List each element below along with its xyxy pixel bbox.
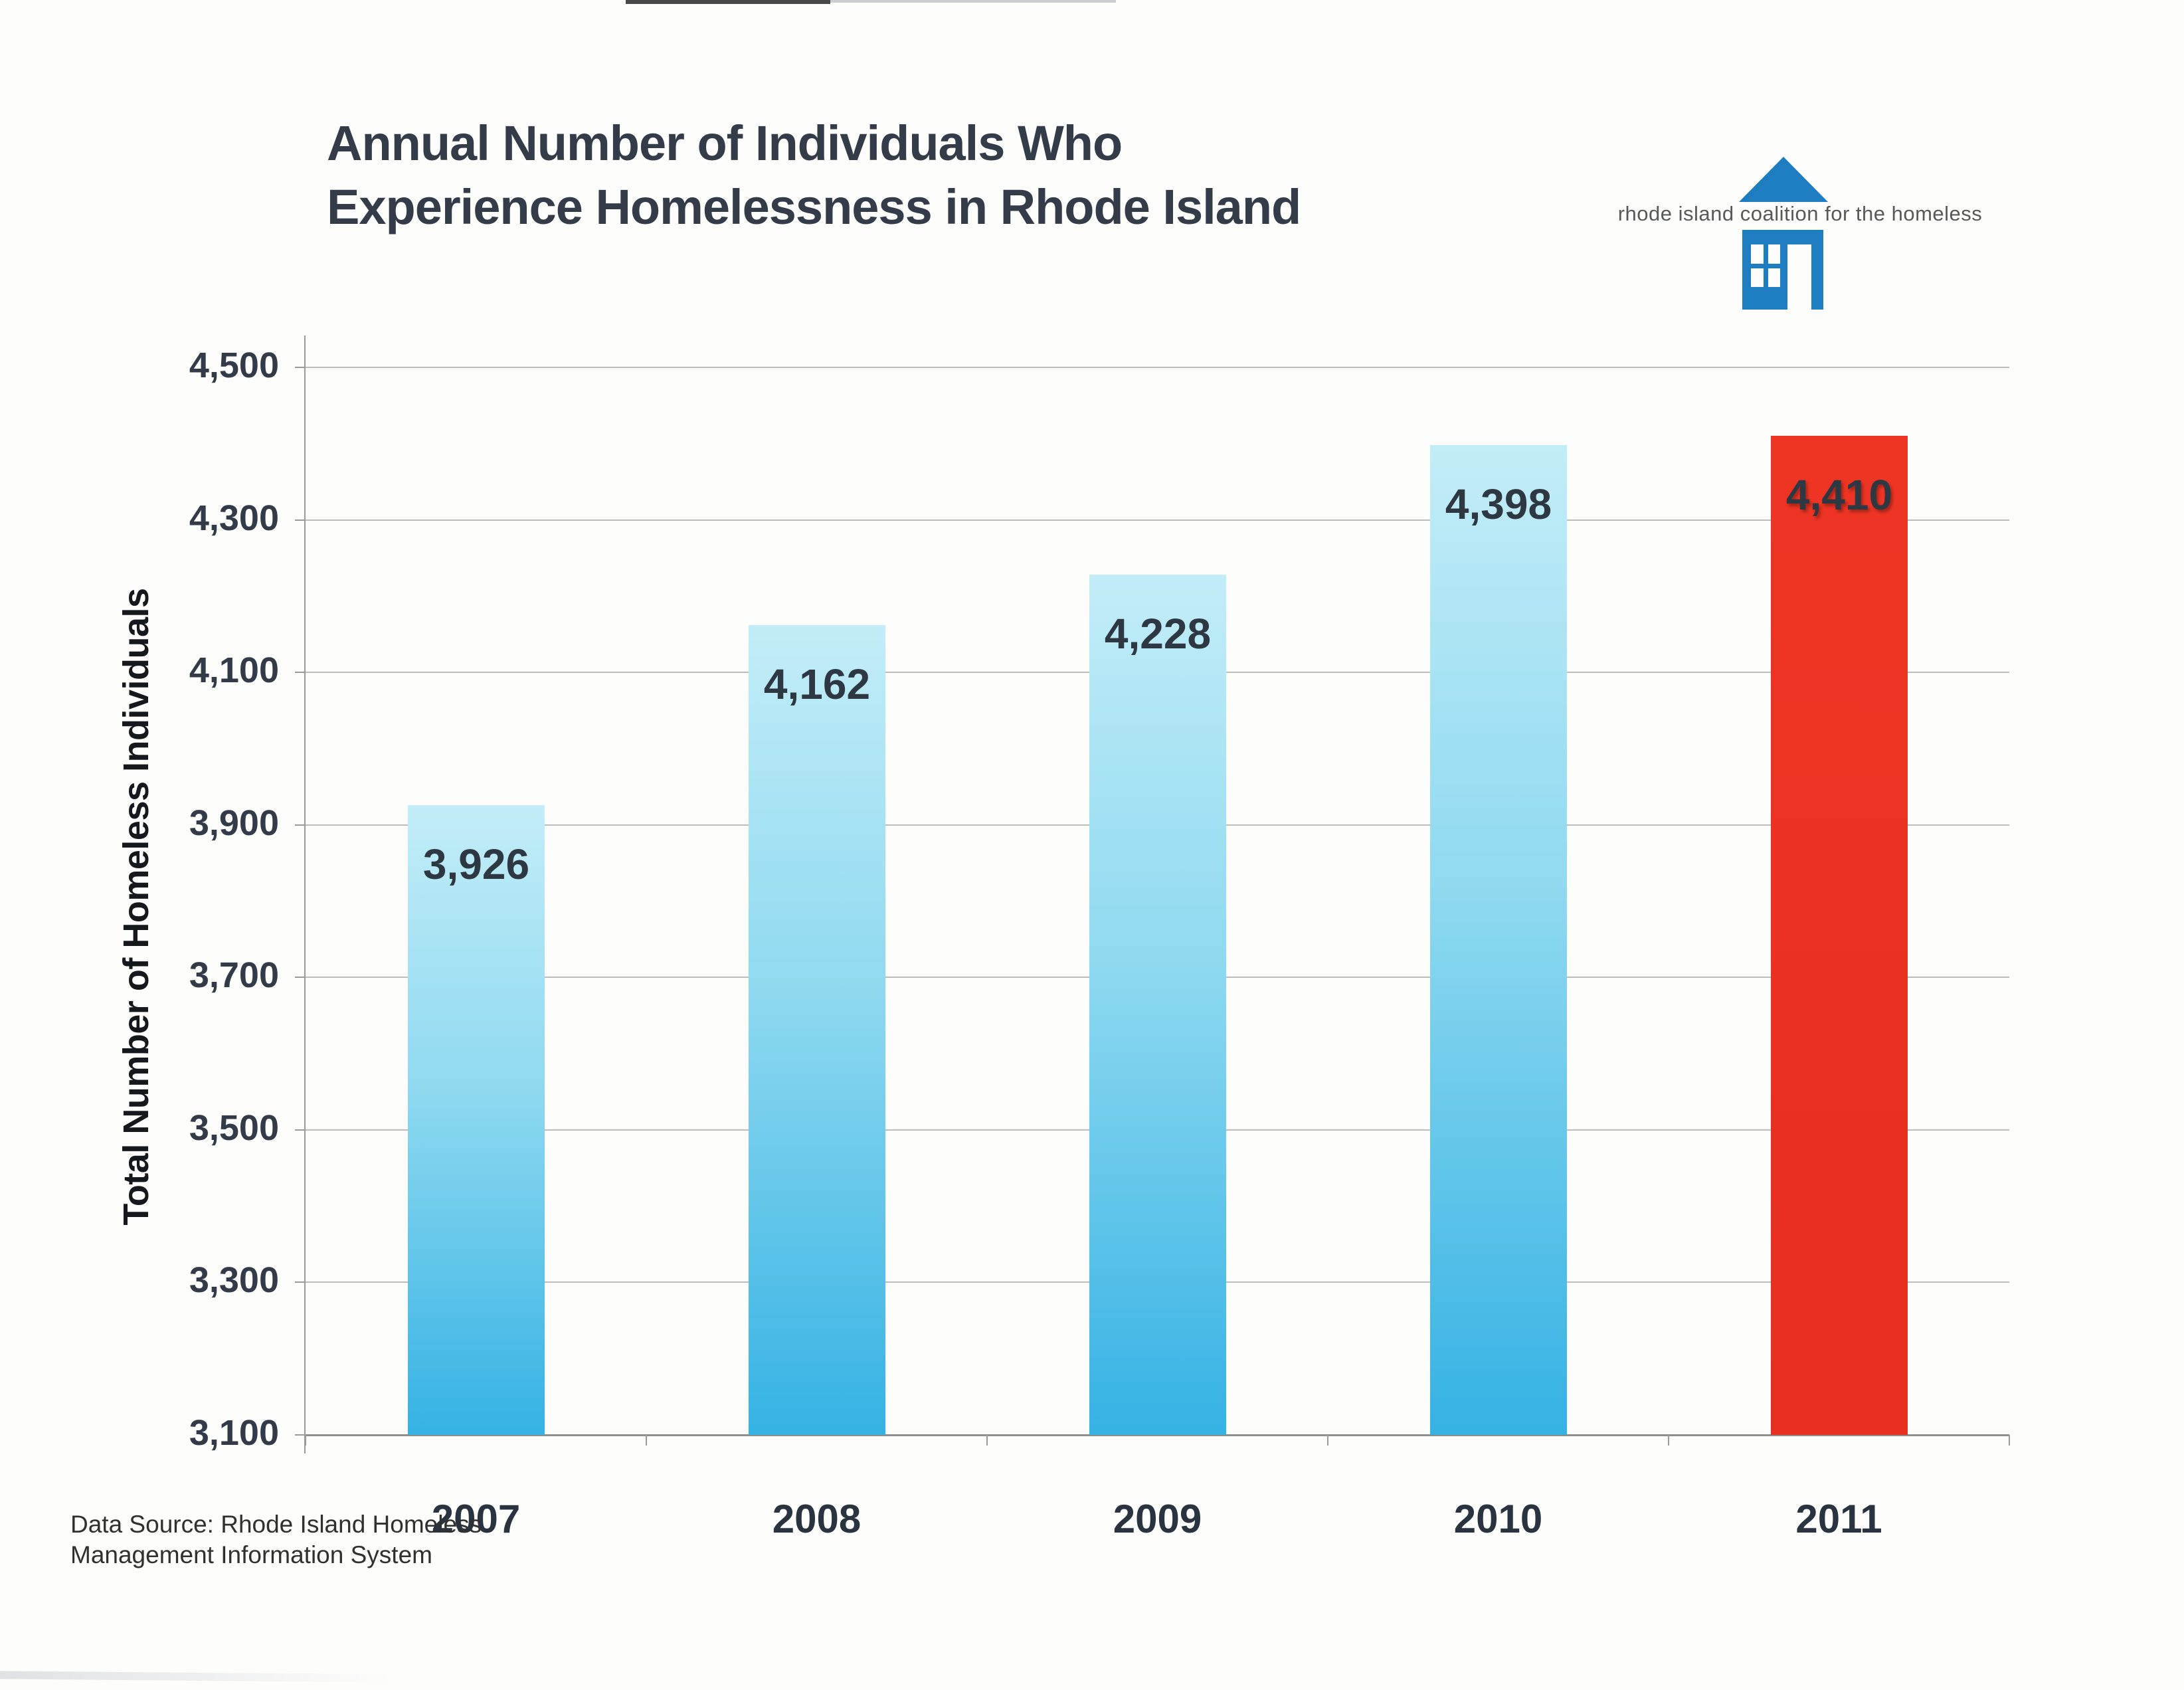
scan-artifact-top (626, 0, 830, 4)
x-axis-line (306, 1434, 2009, 1436)
bar-2007 (408, 805, 545, 1435)
bar-value-label: 4,162 (763, 660, 871, 708)
y-tick-mark (295, 519, 306, 521)
x-tick-mark (1327, 1435, 1328, 1446)
gridline (306, 367, 2009, 368)
y-tick-label: 3,900 (189, 803, 279, 843)
y-tick-mark (295, 1434, 306, 1436)
y-tick-mark (295, 367, 306, 368)
y-tick-label: 4,500 (189, 345, 279, 385)
bar-2008 (749, 625, 885, 1435)
data-source-note: Data Source: Rhode Island Homeless Manag… (70, 1509, 482, 1570)
house-icon (1742, 230, 1823, 310)
x-tick-label: 2009 (1113, 1497, 1202, 1541)
y-tick-label: 3,100 (189, 1413, 279, 1453)
data-source-line-1: Data Source: Rhode Island Homeless (70, 1511, 482, 1538)
chart-title: Annual Number of Individuals Who Experie… (327, 112, 1301, 239)
chart-title-line-2: Experience Homelessness in Rhode Island (327, 179, 1301, 235)
bar-value-label: 4,410 (1785, 471, 1893, 519)
data-source-line-2: Management Information System (70, 1541, 432, 1568)
x-tick-mark (986, 1435, 988, 1446)
x-tick-label: 2010 (1453, 1497, 1543, 1541)
bar-value-label: 4,228 (1104, 610, 1212, 658)
chart-title-line-1: Annual Number of Individuals Who (327, 116, 1123, 171)
x-tick-mark (305, 1435, 306, 1446)
x-tick-label: 2008 (772, 1497, 862, 1541)
y-axis-line (304, 335, 306, 1454)
y-tick-label: 4,100 (189, 650, 279, 690)
y-tick-mark (295, 1281, 306, 1283)
scan-artifact-top-2 (830, 0, 1116, 3)
x-tick-label: 2011 (1795, 1497, 1882, 1541)
y-tick-mark (295, 977, 306, 978)
gridline (306, 519, 2009, 521)
y-tick-label: 3,300 (189, 1260, 279, 1300)
y-tick-label: 3,500 (189, 1108, 279, 1148)
house-door-icon (1787, 244, 1811, 310)
y-tick-mark (295, 824, 306, 826)
house-roof-icon (1739, 157, 1828, 202)
x-tick-label: 2007 (431, 1497, 521, 1541)
org-logo-text: rhode island coalition for the homeless (1617, 202, 1983, 225)
y-tick-mark (295, 672, 306, 673)
x-tick-mark (1668, 1435, 1669, 1446)
bar-2010 (1430, 445, 1567, 1435)
scan-artifact-bottom (0, 1671, 393, 1683)
y-tick-label: 4,300 (189, 498, 279, 538)
x-tick-mark (646, 1435, 647, 1446)
bar-2009 (1089, 575, 1226, 1435)
org-logo: rhode island coalition for the homeless (1581, 133, 2046, 326)
x-tick-mark (2009, 1435, 2010, 1446)
y-tick-label: 3,700 (189, 955, 279, 995)
bar-2011 (1771, 436, 1908, 1435)
house-window-icon (1751, 244, 1780, 287)
y-tick-mark (295, 1129, 306, 1131)
bar-value-label: 4,398 (1445, 480, 1552, 528)
bar-value-label: 3,926 (422, 840, 530, 888)
